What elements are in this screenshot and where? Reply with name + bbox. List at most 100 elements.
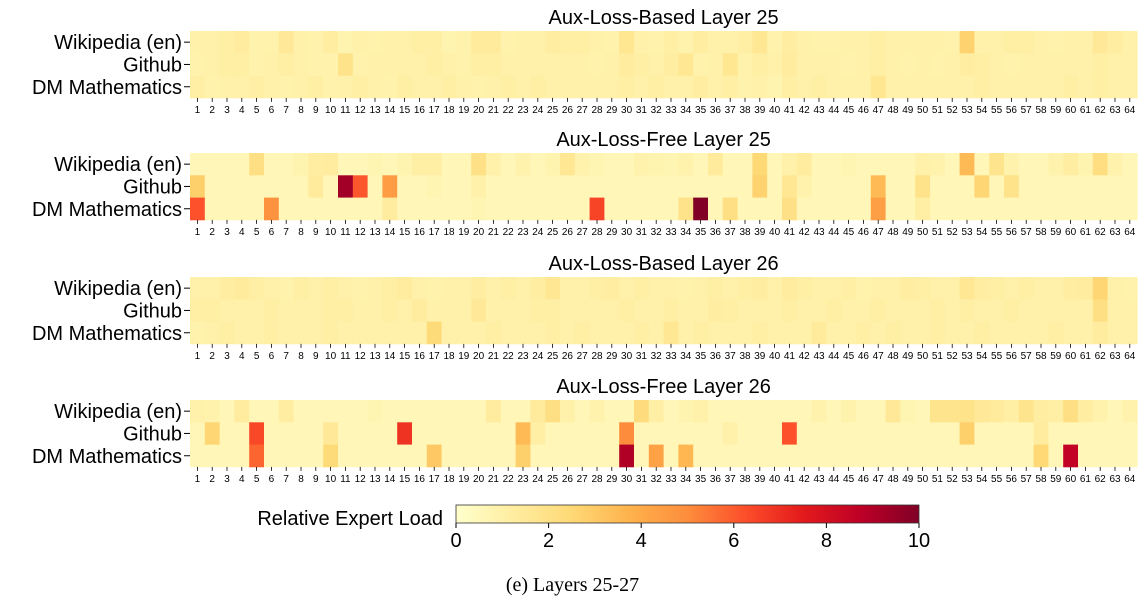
x-tick-label: 14 xyxy=(384,105,396,116)
x-tick-label: 9 xyxy=(313,474,319,485)
heatmap-cell xyxy=(752,75,768,99)
heatmap-cell xyxy=(678,422,694,445)
x-tick-label: 1 xyxy=(195,227,201,238)
heatmap-cell xyxy=(574,422,590,445)
heatmap-cell xyxy=(471,277,487,300)
heatmap-cell xyxy=(471,422,487,445)
heatmap-cell xyxy=(693,321,709,345)
heatmap-cell xyxy=(648,197,664,221)
heatmap-cell xyxy=(441,175,457,198)
heatmap-cell xyxy=(604,153,620,176)
heatmap-cell xyxy=(249,444,265,468)
heatmap-cell xyxy=(1078,299,1094,322)
heatmap-cell xyxy=(1004,444,1020,468)
heatmap-cell xyxy=(1063,422,1079,445)
heatmap-cell xyxy=(663,299,679,322)
heatmap-cell xyxy=(234,175,250,198)
heatmap-cell xyxy=(456,277,472,300)
heatmap-cell xyxy=(1092,75,1108,99)
heatmap-cell xyxy=(1078,422,1094,445)
heatmap-cell xyxy=(1048,400,1064,423)
heatmap-cell xyxy=(323,299,339,322)
x-tick-label: 6 xyxy=(269,227,275,238)
heatmap-cell xyxy=(856,444,872,468)
heatmap-cell xyxy=(1063,321,1079,345)
heatmap-cell xyxy=(308,444,324,468)
heatmap-cell xyxy=(515,321,531,345)
heatmap-cell xyxy=(560,75,576,99)
heatmap-cell xyxy=(796,422,812,445)
heatmap-cell xyxy=(412,153,428,176)
heatmap-cell xyxy=(278,153,294,176)
x-tick-label: 58 xyxy=(1035,474,1047,485)
x-tick-label: 30 xyxy=(621,227,633,238)
heatmap-cell xyxy=(412,31,428,54)
heatmap-cell xyxy=(885,31,901,54)
x-tick-label: 35 xyxy=(695,105,707,116)
heatmap-cell xyxy=(811,299,827,322)
heatmap-cell xyxy=(767,299,783,322)
heatmap-cell xyxy=(308,422,324,445)
heatmap-cell xyxy=(574,175,590,198)
x-tick-label: 3 xyxy=(224,227,230,238)
heatmap-cell xyxy=(782,400,798,423)
heatmap-cell xyxy=(367,197,383,221)
heatmap-cell xyxy=(352,75,368,99)
heatmap-cell xyxy=(515,444,531,468)
heatmap-cell xyxy=(456,31,472,54)
x-tick-label: 58 xyxy=(1035,227,1047,238)
heatmap-cell xyxy=(648,400,664,423)
heatmap-cell xyxy=(1122,75,1138,99)
heatmap-cell xyxy=(870,299,886,322)
x-tick-label: 42 xyxy=(799,474,811,485)
heatmap-cell xyxy=(1033,277,1049,300)
heatmap-cell xyxy=(1122,197,1138,221)
x-tick-label: 25 xyxy=(547,105,559,116)
heatmap-cell xyxy=(219,444,235,468)
x-tick-label: 23 xyxy=(517,351,529,362)
heatmap-cell xyxy=(634,299,650,322)
heatmap-cell xyxy=(989,277,1005,300)
heatmap-cell xyxy=(826,197,842,221)
heatmap-cell xyxy=(1048,175,1064,198)
heatmap-cell xyxy=(1122,299,1138,322)
heatmap-cell xyxy=(367,321,383,345)
x-tick-label: 16 xyxy=(414,351,426,362)
heatmap-cell xyxy=(678,153,694,176)
x-tick-label: 47 xyxy=(873,351,885,362)
heatmap-cell xyxy=(634,444,650,468)
heatmap-cell xyxy=(1018,400,1034,423)
heatmap-cell xyxy=(441,277,457,300)
heatmap-cell xyxy=(693,422,709,445)
heatmap-cell xyxy=(782,153,798,176)
heatmap-cell xyxy=(426,175,442,198)
x-tick-label: 21 xyxy=(488,351,500,362)
x-tick-label: 51 xyxy=(932,105,944,116)
x-tick-label: 50 xyxy=(917,227,929,238)
heatmap-cell xyxy=(870,444,886,468)
heatmap-cell xyxy=(382,321,398,345)
heatmap-cell xyxy=(234,53,250,76)
x-tick-label: 54 xyxy=(976,105,988,116)
heatmap-cell xyxy=(486,75,502,99)
heatmap-cell xyxy=(693,153,709,176)
heatmap-cell xyxy=(708,175,724,198)
heatmap-cell xyxy=(412,400,428,423)
x-tick-label: 29 xyxy=(606,474,618,485)
x-tick-label: 61 xyxy=(1080,351,1092,362)
heatmap-cell xyxy=(796,277,812,300)
heatmap-cell xyxy=(515,175,531,198)
heatmap-cell xyxy=(782,197,798,221)
x-tick-label: 37 xyxy=(725,227,737,238)
heatmap-cell xyxy=(234,299,250,322)
heatmap-cell xyxy=(545,53,561,76)
heatmap-cell xyxy=(989,422,1005,445)
heatmap-cell xyxy=(974,299,990,322)
x-tick-label: 26 xyxy=(562,105,574,116)
y-tick-label: Github xyxy=(123,300,182,322)
heatmap-cell xyxy=(397,299,413,322)
x-tick-label: 47 xyxy=(873,105,885,116)
x-tick-label: 10 xyxy=(325,105,337,116)
heatmap-cell xyxy=(204,422,220,445)
heatmap-cell xyxy=(515,400,531,423)
